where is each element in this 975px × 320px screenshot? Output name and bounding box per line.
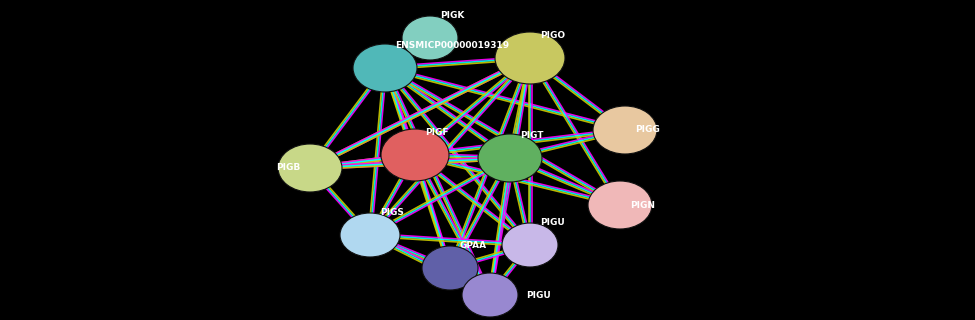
Text: PIGB: PIGB	[276, 164, 300, 172]
Ellipse shape	[278, 144, 342, 192]
Ellipse shape	[381, 129, 449, 181]
Ellipse shape	[353, 44, 417, 92]
Text: PIGU: PIGU	[526, 291, 551, 300]
Ellipse shape	[340, 213, 400, 257]
Ellipse shape	[588, 181, 652, 229]
Text: PIGK: PIGK	[440, 11, 464, 20]
Ellipse shape	[402, 16, 458, 60]
Text: PIGG: PIGG	[635, 125, 660, 134]
Text: GPAA: GPAA	[460, 241, 488, 250]
Ellipse shape	[422, 246, 478, 290]
Text: PIGO: PIGO	[540, 31, 566, 40]
Text: PIGT: PIGT	[520, 131, 543, 140]
Text: PIGF: PIGF	[425, 128, 449, 137]
Text: PIGU: PIGU	[540, 218, 565, 227]
Text: PIGN: PIGN	[630, 201, 655, 210]
Text: PIGS: PIGS	[380, 208, 404, 217]
Ellipse shape	[495, 32, 565, 84]
Text: ENSMICP00000019319: ENSMICP00000019319	[395, 41, 509, 50]
Ellipse shape	[593, 106, 657, 154]
Ellipse shape	[462, 273, 518, 317]
Ellipse shape	[478, 134, 542, 182]
Ellipse shape	[502, 223, 558, 267]
